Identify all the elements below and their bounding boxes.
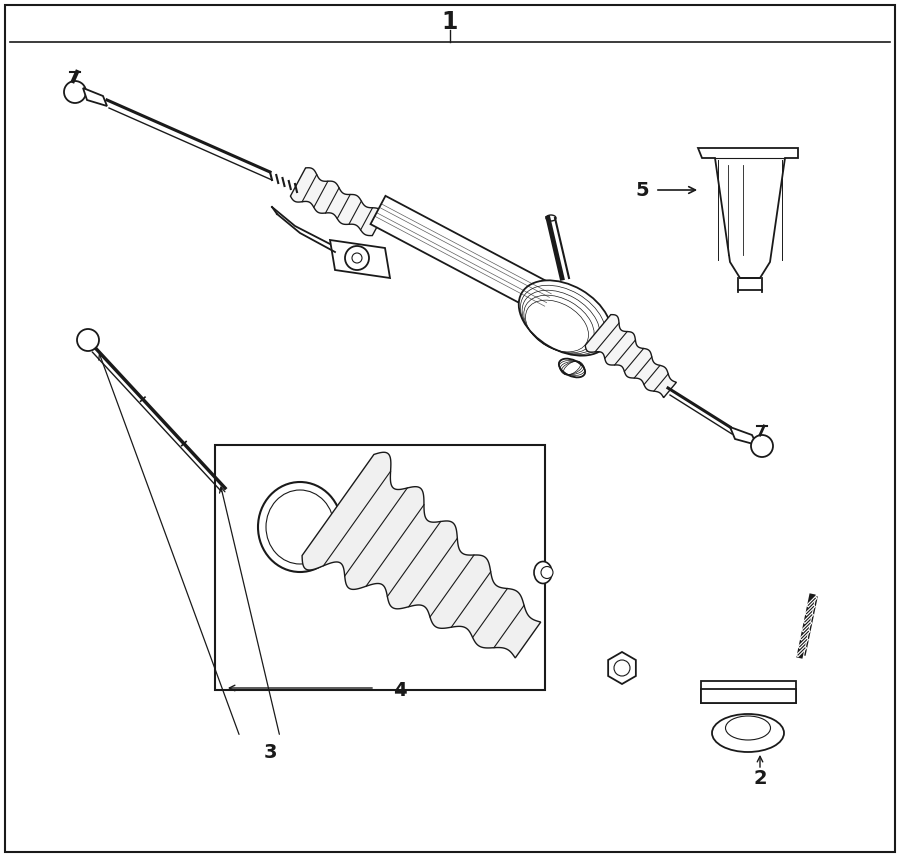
Polygon shape: [340, 519, 356, 535]
Text: 4: 4: [393, 680, 407, 699]
Ellipse shape: [534, 561, 552, 584]
Ellipse shape: [559, 358, 585, 377]
Circle shape: [64, 81, 86, 103]
Ellipse shape: [712, 714, 784, 752]
Polygon shape: [302, 452, 541, 658]
Polygon shape: [730, 427, 757, 445]
Polygon shape: [83, 88, 107, 106]
Polygon shape: [700, 681, 796, 703]
Ellipse shape: [222, 486, 239, 502]
Text: 5: 5: [635, 181, 649, 200]
Polygon shape: [291, 168, 383, 236]
Polygon shape: [585, 315, 677, 398]
Ellipse shape: [518, 280, 611, 356]
Circle shape: [345, 246, 369, 270]
Text: 1: 1: [442, 10, 458, 34]
Circle shape: [77, 329, 99, 351]
Ellipse shape: [258, 482, 342, 572]
Polygon shape: [330, 240, 390, 278]
Circle shape: [751, 435, 773, 457]
Ellipse shape: [546, 215, 556, 221]
Ellipse shape: [266, 490, 334, 564]
Text: 2: 2: [753, 769, 767, 788]
Circle shape: [541, 566, 553, 578]
Polygon shape: [371, 196, 555, 315]
Text: 3: 3: [263, 742, 277, 762]
Polygon shape: [608, 652, 636, 684]
Bar: [215, 445, 545, 690]
Polygon shape: [698, 148, 798, 278]
Bar: [700, 689, 796, 703]
